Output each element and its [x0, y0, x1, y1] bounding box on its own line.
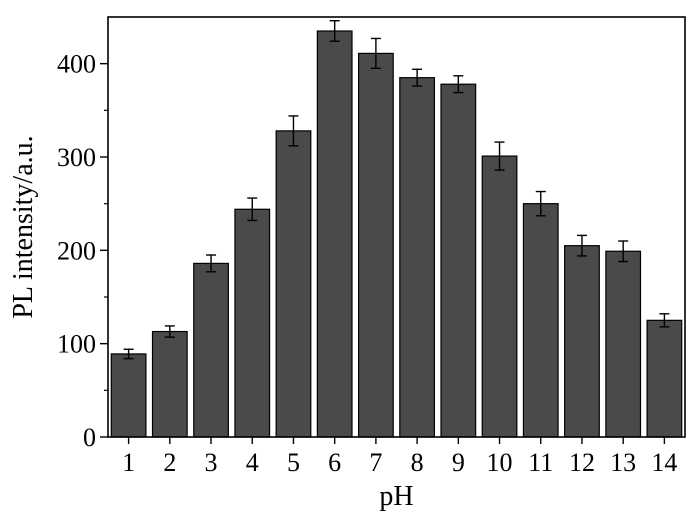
bar-ph-7	[357, 52, 394, 438]
bar-ph-5	[275, 130, 312, 438]
error-bar-ph-9	[453, 75, 464, 94]
x-tick-label: 4	[246, 448, 259, 477]
bar-ph-6	[316, 30, 353, 438]
bar-ph-13	[605, 250, 642, 438]
bar-ph-14	[646, 319, 683, 438]
x-tick-label: 13	[610, 448, 636, 477]
error-bar-ph-7	[370, 37, 381, 70]
error-bar-ph-1	[123, 348, 134, 360]
x-axis-ticks: 1 2 3 4 5 6 7 8 9 10 11 12 13 14	[122, 437, 677, 477]
x-tick-label: 10	[487, 448, 513, 477]
x-tick-label: 5	[287, 448, 300, 477]
y-axis-title: PL intensity/a.u.	[8, 135, 39, 318]
y-tick-label: 100	[57, 330, 96, 359]
x-tick-label: 14	[651, 448, 677, 477]
x-tick-label: 9	[452, 448, 465, 477]
error-bar-ph-3	[206, 254, 217, 273]
plot-frame	[107, 16, 686, 438]
bar-ph-10	[481, 155, 518, 438]
x-tick-label: 3	[205, 448, 218, 477]
x-tick-label: 8	[411, 448, 424, 477]
error-bar-ph-11	[535, 190, 546, 217]
bar-ph-8	[399, 77, 436, 438]
x-tick-label: 1	[122, 448, 135, 477]
bar-ph-12	[564, 245, 600, 438]
error-bar-ph-4	[247, 197, 258, 222]
error-bar-ph-13	[618, 240, 629, 263]
x-tick-label: 6	[328, 448, 341, 477]
bar-ph-9	[440, 83, 477, 438]
bar-ph-11	[522, 203, 559, 438]
error-bar-ph-12	[576, 234, 587, 257]
y-axis-ticks: 0 100 200 300 400	[57, 50, 108, 452]
y-tick-label: 0	[83, 423, 96, 452]
bars-group	[110, 30, 683, 438]
x-tick-label: 11	[528, 448, 553, 477]
x-axis-title: pH	[379, 481, 413, 512]
error-bar-ph-10	[494, 141, 505, 171]
y-tick-label: 300	[57, 143, 96, 172]
bar-ph-3	[193, 262, 229, 438]
error-bar-ph-6	[329, 20, 340, 42]
x-tick-label: 7	[369, 448, 382, 477]
x-tick-label: 2	[163, 448, 176, 477]
error-bar-ph-14	[659, 313, 670, 328]
bar-ph-4	[234, 208, 271, 438]
error-bar-ph-8	[412, 68, 423, 87]
bar-ph-2	[151, 330, 188, 438]
y-tick-label: 400	[57, 50, 96, 79]
y-tick-label: 200	[57, 236, 96, 265]
error-bar-ph-2	[164, 325, 175, 338]
x-tick-label: 12	[569, 448, 595, 477]
error-bar-ph-5	[288, 115, 299, 147]
error-bars-group	[123, 20, 670, 360]
bar-ph-1	[110, 353, 147, 438]
